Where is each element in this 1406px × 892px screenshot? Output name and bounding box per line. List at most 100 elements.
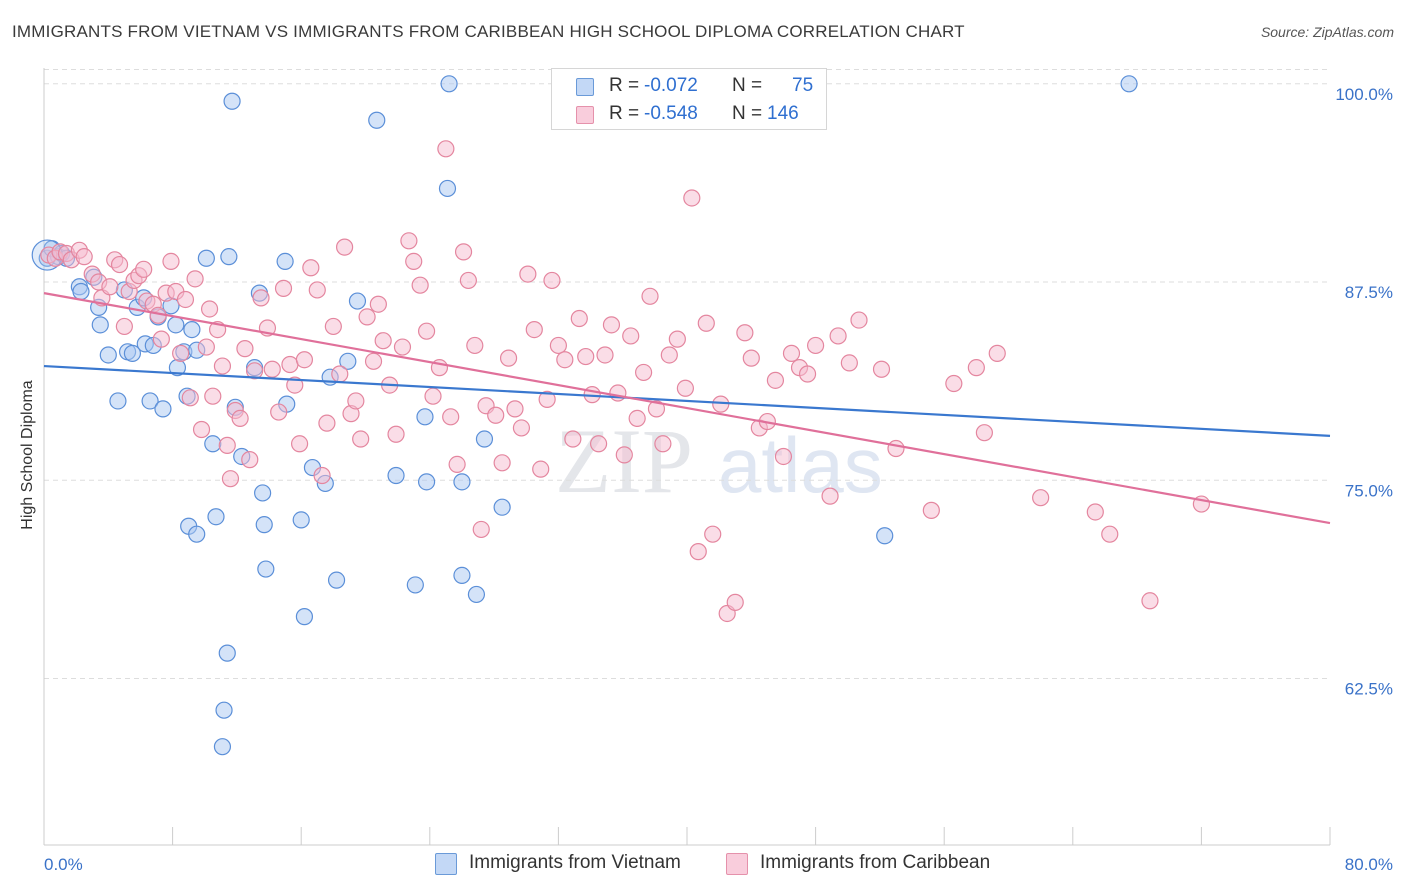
caribbean-point bbox=[967, 359, 985, 377]
trend-line-vietnam bbox=[43, 364, 1331, 437]
caribbean-point bbox=[336, 238, 354, 256]
vietnam-point bbox=[254, 484, 272, 502]
x-tick-label: 80.0% bbox=[1345, 855, 1393, 874]
caribbean-point bbox=[736, 324, 754, 342]
caribbean-point bbox=[609, 384, 627, 402]
caribbean-point bbox=[162, 252, 180, 271]
caribbean-point bbox=[596, 346, 614, 364]
vietnam-point bbox=[213, 738, 232, 756]
caribbean-point bbox=[347, 392, 365, 410]
caribbean-point bbox=[538, 390, 556, 408]
caribbean-point bbox=[274, 279, 293, 297]
caribbean-point bbox=[417, 322, 436, 340]
caribbean-point bbox=[358, 308, 376, 326]
caribbean-point bbox=[405, 252, 423, 271]
caribbean-point bbox=[872, 360, 891, 378]
caribbean-point bbox=[400, 232, 418, 250]
caribbean-point bbox=[241, 451, 259, 469]
caribbean-point bbox=[213, 357, 232, 375]
caribbean-point bbox=[634, 363, 653, 382]
y-tick-label: 62.5% bbox=[1345, 679, 1393, 698]
vietnam-point bbox=[183, 320, 201, 339]
grid-lines bbox=[44, 69, 1330, 679]
caribbean-point bbox=[654, 435, 672, 453]
vietnam-point bbox=[91, 316, 109, 334]
legend-r-value-caribbean: -0.548 bbox=[644, 103, 698, 124]
vietnam-point bbox=[440, 75, 458, 93]
caribbean-point bbox=[411, 276, 429, 294]
chart-title: IMMIGRANTS FROM VIETNAM VS IMMIGRANTS FR… bbox=[12, 22, 965, 41]
caribbean-point bbox=[387, 425, 405, 443]
vietnam-point bbox=[197, 249, 215, 267]
vietnam-point bbox=[215, 701, 233, 719]
caribbean-point bbox=[324, 317, 342, 336]
vietnam-point bbox=[467, 585, 486, 604]
x-tick-label: 0.0% bbox=[44, 855, 83, 874]
caribbean-point bbox=[221, 470, 240, 488]
caribbean-point bbox=[774, 447, 793, 466]
caribbean-point bbox=[577, 347, 595, 366]
caribbean-point bbox=[245, 362, 264, 380]
caribbean-point bbox=[487, 406, 505, 424]
caribbean-point bbox=[506, 400, 524, 418]
watermark-atlas: atlas bbox=[718, 421, 883, 509]
caribbean-point bbox=[231, 409, 249, 428]
caribbean-point bbox=[519, 265, 537, 283]
caribbean-point bbox=[172, 344, 190, 362]
caribbean-point bbox=[975, 424, 993, 442]
trend-lines bbox=[43, 292, 1331, 525]
vietnam-point bbox=[167, 316, 185, 334]
vietnam-point bbox=[327, 571, 346, 589]
caribbean-point bbox=[281, 355, 299, 374]
caribbean-point bbox=[152, 330, 170, 348]
legend-n-value-vietnam: 75 bbox=[792, 75, 814, 96]
caribbean-point bbox=[110, 255, 129, 274]
caribbean-point bbox=[850, 311, 868, 329]
bottom-legend-label-caribbean: Immigrants from Caribbean bbox=[760, 852, 991, 873]
caribbean-point bbox=[798, 365, 817, 383]
caribbean-point bbox=[512, 419, 531, 437]
caribbean-point bbox=[286, 376, 304, 394]
caribbean-point bbox=[647, 400, 666, 418]
bottom-legend-label-vietnam: Immigrants from Vietnam bbox=[469, 852, 681, 873]
caribbean-point bbox=[352, 430, 370, 448]
caribbean-point bbox=[236, 340, 254, 358]
caribbean-point bbox=[829, 327, 847, 345]
series-caribbean-points bbox=[40, 140, 1211, 623]
caribbean-point bbox=[622, 327, 640, 345]
vietnam-point bbox=[188, 525, 206, 543]
axes bbox=[43, 68, 1331, 846]
vietnam-point bbox=[475, 430, 494, 448]
caribbean-point bbox=[1141, 592, 1159, 610]
caribbean-point bbox=[766, 371, 785, 389]
caribbean-point bbox=[115, 317, 133, 336]
vietnam-point bbox=[204, 435, 222, 453]
y-tick-label: 87.5% bbox=[1345, 283, 1393, 302]
vietnam-point bbox=[207, 508, 225, 526]
caribbean-point bbox=[252, 289, 270, 307]
source-label: Source: ZipAtlas.com bbox=[1260, 24, 1394, 40]
vietnam-point bbox=[416, 408, 434, 426]
tick-labels: 62.5% 75.0% 87.5% 100.0% 0.0% 80.0% bbox=[44, 85, 1393, 874]
caribbean-point bbox=[532, 460, 550, 478]
stats-legend: R = -0.072 N = 75 R = -0.548 N = 146 bbox=[551, 68, 827, 130]
caribbean-point bbox=[75, 248, 93, 266]
caribbean-point bbox=[704, 525, 722, 543]
vietnam-point bbox=[123, 344, 142, 362]
vietnam-point bbox=[255, 516, 273, 534]
vietnam-point bbox=[453, 566, 471, 585]
caribbean-point bbox=[988, 344, 1006, 362]
vietnam-point bbox=[72, 282, 90, 301]
caribbean-point bbox=[602, 316, 621, 334]
caribbean-point bbox=[726, 593, 744, 611]
caribbean-point bbox=[689, 543, 707, 561]
caribbean-point bbox=[437, 140, 455, 158]
caribbean-point bbox=[218, 436, 236, 454]
caribbean-point bbox=[374, 332, 392, 350]
caribbean-point bbox=[197, 338, 215, 356]
legend-row-caribbean: R = -0.548 N = 146 bbox=[552, 101, 826, 127]
vietnam-point bbox=[223, 92, 241, 110]
caribbean-point bbox=[1032, 489, 1050, 507]
watermark: ZIP atlas bbox=[555, 410, 883, 512]
legend-r-value-vietnam: -0.072 bbox=[644, 75, 698, 96]
